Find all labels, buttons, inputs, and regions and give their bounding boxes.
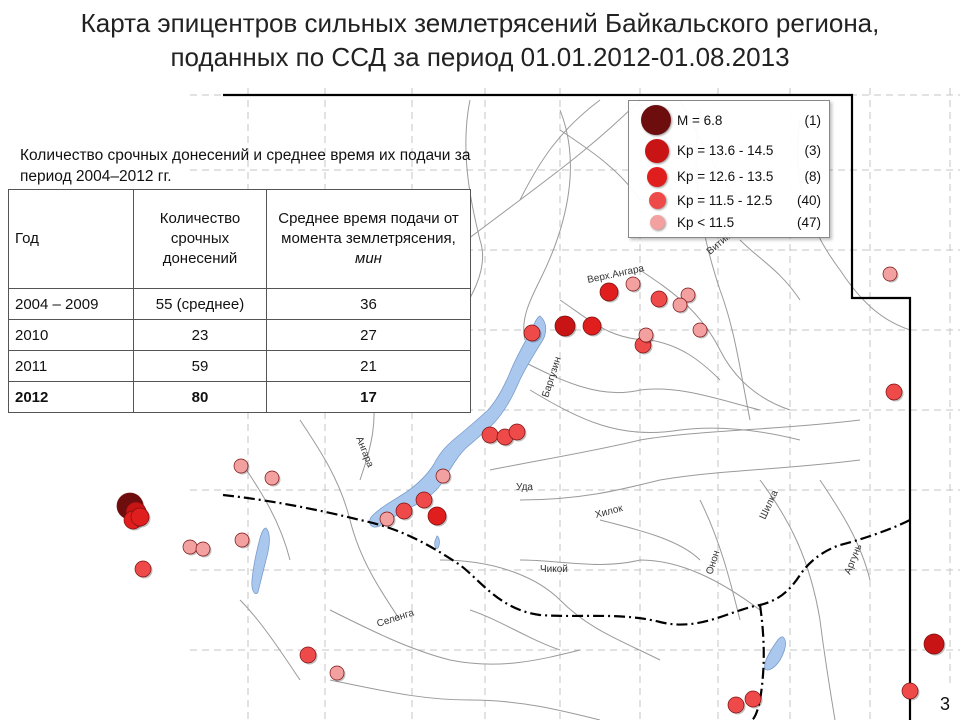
legend-count: (3) [804,143,822,158]
epicenter-marker [299,646,317,664]
cell-count: 55 (среднее) [133,288,267,320]
epicenter-marker [923,633,945,655]
legend-item: Kp = 11.5 - 12.5 (40) [629,191,829,211]
cell-time: 27 [266,319,471,351]
legend-count: (8) [804,169,822,184]
epicenter-marker [523,324,541,342]
epicenter-marker [329,665,345,681]
legend-count: (40) [796,193,821,208]
legend-item: Kp < 11.5 (47) [629,213,829,233]
epicenter-marker [638,327,654,343]
cell-year: 2010 [8,319,134,351]
legend-count: (1) [804,113,822,128]
epicenters [116,266,946,715]
epicenter-marker [692,322,708,338]
epicenter-marker [264,470,280,486]
label-argun: Аргунь [843,543,865,576]
cell-time: 21 [266,350,471,382]
energy-class-dot-icon [649,192,666,209]
label-selenga: Селенга [376,607,416,629]
table-row: 2011 59 21 [8,350,471,382]
label-chikoy: Чикой [540,564,568,575]
epicenter-marker [901,682,919,700]
epicenter-marker [508,423,526,441]
epicenter-marker [744,690,762,708]
epicenter-marker [582,316,602,336]
epicenter-marker [650,290,668,308]
epicenter-marker [415,491,433,509]
epicenter-marker [672,297,688,313]
legend-label: Kp = 13.6 - 14.5 [677,143,774,158]
cell-count: 80 [133,381,267,413]
header-time-text: Среднее время подачи от момента землетря… [278,210,459,247]
legend-item: Kp = 12.6 - 13.5 (8) [629,167,829,187]
cell-time: 36 [266,288,471,320]
legend-label: Kp = 11.5 - 12.5 [677,193,773,208]
cell-time: 17 [266,381,471,413]
epicenter-marker [234,532,250,548]
cell-year: 2012 [8,381,134,413]
epicenter-marker [554,315,576,337]
page-number: 3 [930,688,960,720]
epicenter-marker [680,287,696,303]
epicenter-marker [130,507,150,527]
lake-small [764,636,786,671]
label-uda: Уда [516,482,533,493]
energy-class-dot-icon [647,167,667,187]
lake-khuvsgul [251,527,270,595]
region-frame [223,93,912,720]
map-grid [190,88,960,720]
epicenter-marker [481,426,499,444]
map-legend: M = 6.8 (1) Kp = 13.6 - 14.5 (3) Kp = 12… [628,100,830,238]
epicenter-marker [182,539,198,555]
epicenter-marker [195,541,211,557]
legend-label: Kp = 12.6 - 13.5 [677,169,774,184]
header-time-unit: мин [355,250,382,267]
lake-gusinoe [434,535,440,549]
page-title: Карта эпицентров сильных землетрясений Б… [0,6,960,74]
legend-item: M = 6.8 (1) [629,105,829,135]
cell-year: 2004 – 2009 [8,288,134,320]
epicenter-marker [427,506,447,526]
epicenter-marker [379,511,395,527]
legend-item: Kp = 13.6 - 14.5 (3) [629,139,829,163]
label-angara: Ангара [353,435,375,469]
energy-class-dot-icon [645,139,669,163]
title-line-1: Карта эпицентров сильных землетрясений Б… [80,8,880,38]
table-row: 2004 – 2009 55 (среднее) 36 [8,288,471,320]
epicenter-marker [885,383,903,401]
epicenter-marker [395,502,413,520]
table-row: 2012 80 17 [8,381,471,413]
table-header-row: Год Количество срочных донесений Среднее… [8,189,471,289]
cell-count: 23 [133,319,267,351]
label-onon: Онон [704,549,722,576]
header-time: Среднее время подачи от момента землетря… [266,189,471,289]
legend-count: (47) [796,215,821,230]
table-caption: Количество срочных донесений и среднее в… [20,147,471,185]
magnitude-dot-icon [641,105,671,135]
header-count: Количество срочных донесений [133,189,267,289]
energy-class-dot-icon [650,215,665,230]
state-border [222,493,911,720]
epicenter-marker [134,560,152,578]
table-row: 2010 23 27 [8,319,471,351]
epicenter-marker [727,696,745,714]
title-line-2: поданных по ССД за период 01.01.2012-01.… [170,42,790,72]
epicenter-marker [882,266,898,282]
legend-label: Kp < 11.5 [677,215,735,230]
cell-year: 2011 [8,350,134,382]
epicenter-marker [599,282,619,302]
epicenter-marker [435,468,451,484]
label-hilok: Хилок [594,503,625,521]
reports-table: Год Количество срочных донесений Среднее… [8,189,471,413]
epicenter-marker [625,276,641,292]
legend-label: M = 6.8 [677,113,723,128]
cell-count: 59 [133,350,267,382]
epicenter-marker [233,458,249,474]
header-year: Год [8,189,134,289]
